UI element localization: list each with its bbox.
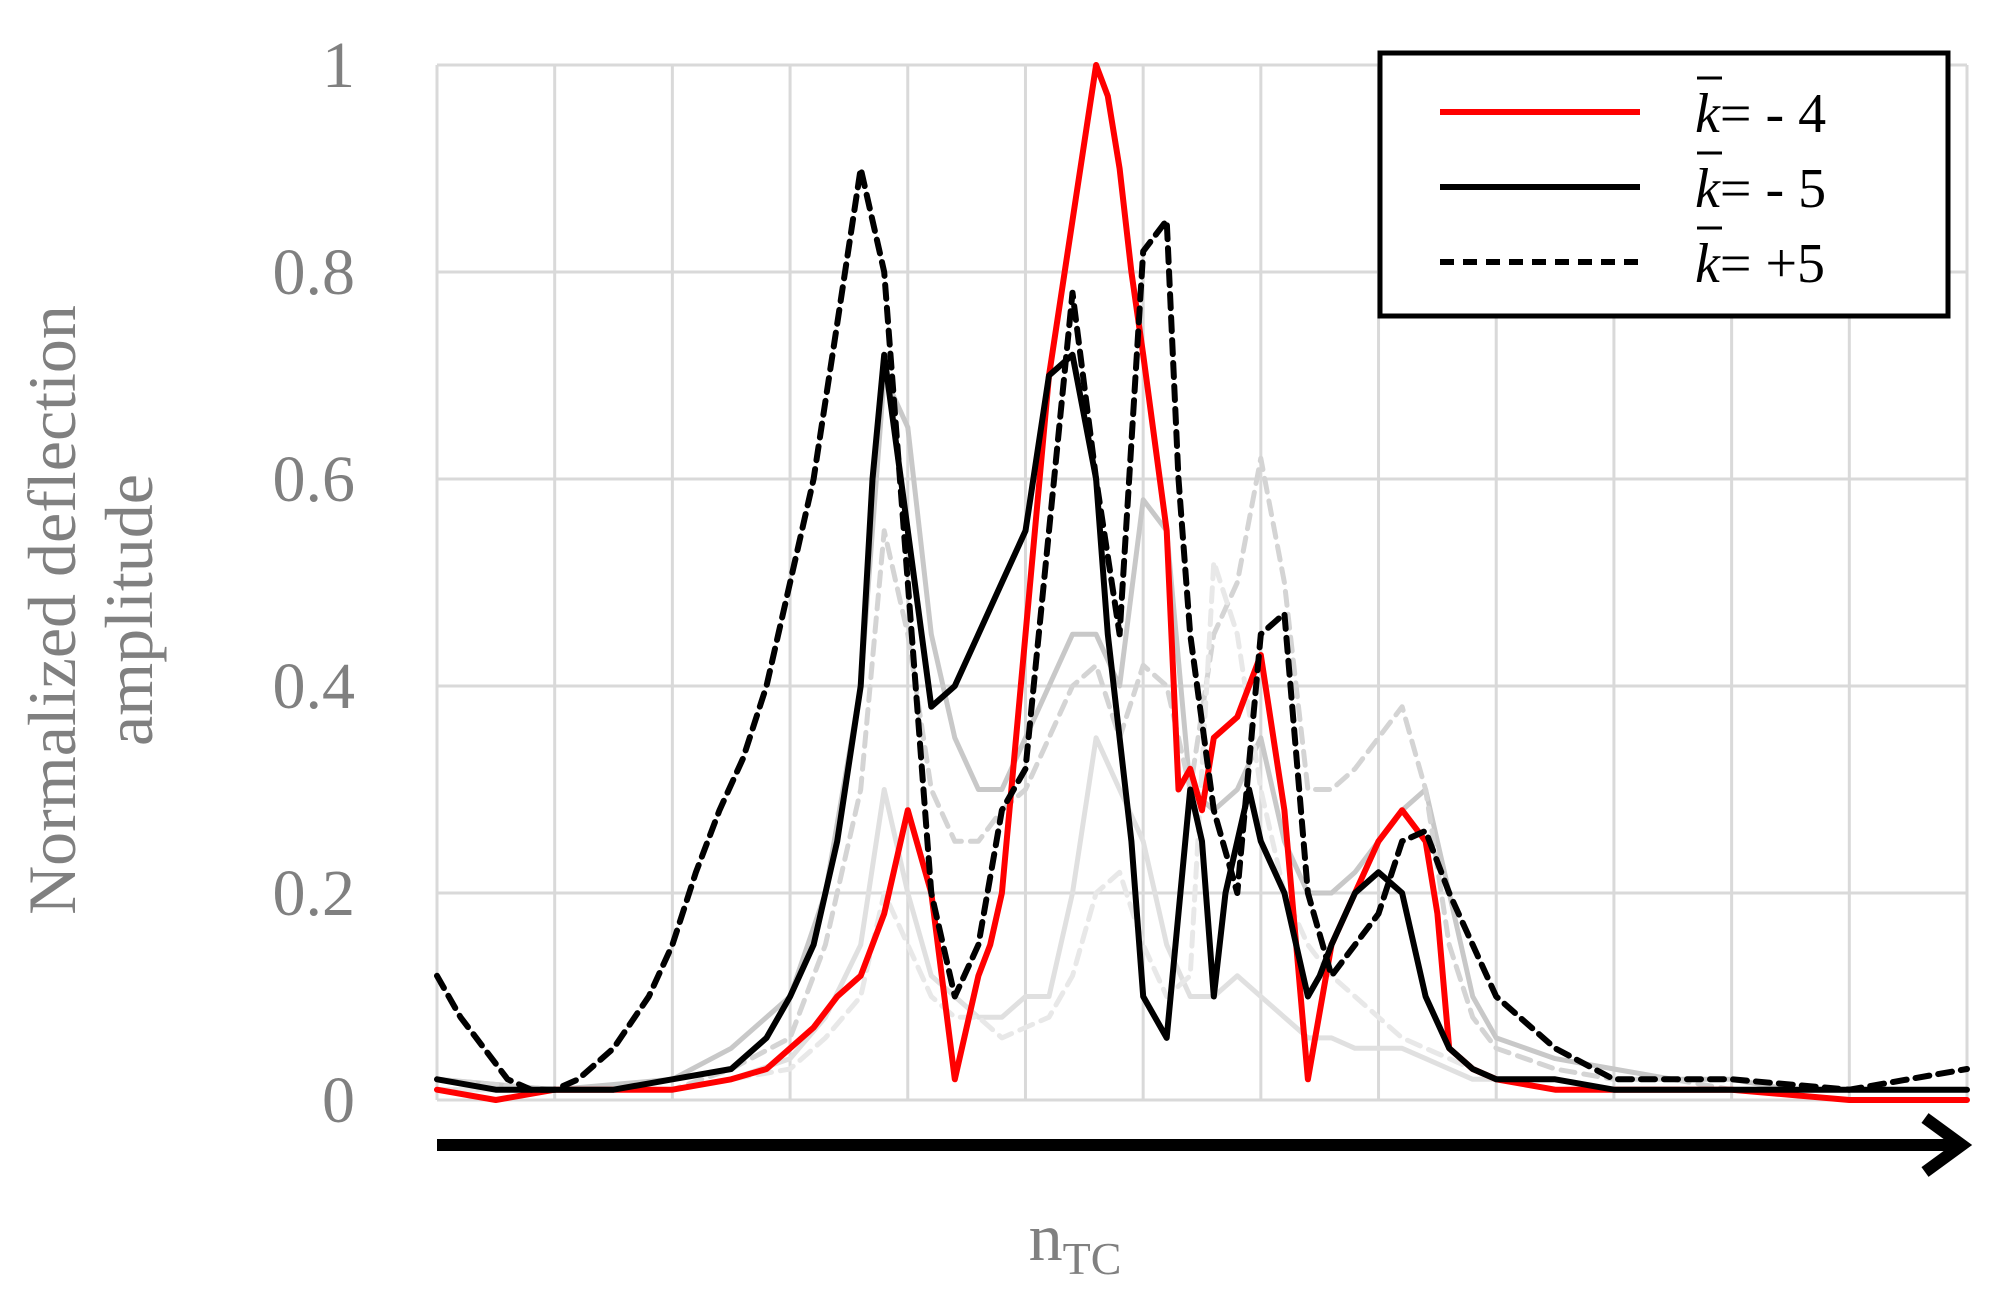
series-line-6 bbox=[434, 165, 1970, 1093]
y-axis-title-line1: Normalized deflection bbox=[14, 305, 90, 915]
legend-label-2: k= +5 bbox=[1695, 233, 1825, 295]
y-tick-label: 0.6 bbox=[273, 443, 356, 516]
legend-label-1: k= - 5 bbox=[1695, 158, 1826, 220]
y-tick-label: 0.8 bbox=[273, 236, 356, 309]
y-tick-label: 0 bbox=[322, 1064, 355, 1137]
x-axis-arrow bbox=[437, 1113, 1973, 1177]
x-axis-title-main: n bbox=[1029, 1199, 1063, 1275]
series-group bbox=[434, 62, 1970, 1103]
legend-label-0: k= - 4 bbox=[1695, 83, 1826, 145]
series-line-5 bbox=[434, 351, 1970, 1093]
y-tick-label: 0.2 bbox=[273, 857, 356, 930]
x-axis-title-subscript: TC bbox=[1063, 1233, 1122, 1284]
x-axis-title: nTC bbox=[1029, 1199, 1122, 1284]
series-line-2 bbox=[434, 735, 1970, 1093]
legend-symbol: k bbox=[1695, 158, 1721, 220]
legend-symbol: k bbox=[1695, 83, 1721, 145]
series-line-3 bbox=[434, 559, 1970, 1093]
legend: k= - 4 k= - 5 k= +5 bbox=[1377, 50, 1951, 319]
y-tick-labels: 0 0.2 0.4 0.6 0.8 1 bbox=[273, 29, 356, 1137]
y-axis-title-line2: amplitude bbox=[91, 474, 167, 746]
y-tick-label: 0.4 bbox=[273, 650, 356, 723]
y-tick-label: 1 bbox=[322, 29, 355, 102]
legend-symbol: k bbox=[1695, 233, 1721, 295]
